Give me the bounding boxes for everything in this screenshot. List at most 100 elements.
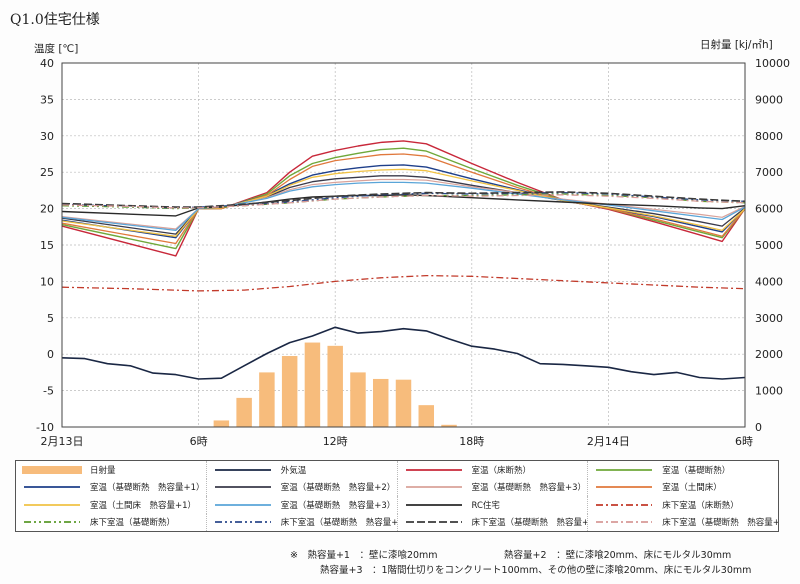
legend-label: 床下室温（基礎断熱） (90, 518, 176, 529)
y-tick-left: 0 (47, 348, 54, 361)
y-tick-right: 0 (755, 421, 762, 434)
legend-label: 室温（土間床） (662, 483, 722, 494)
legend-swatch (596, 468, 653, 471)
y-axis-right-title: 日射量 [kj/㎡h] (700, 38, 773, 51)
y-tick-left: 40 (40, 57, 54, 70)
solar-bar (236, 397, 252, 427)
x-tick-label: 6時 (735, 435, 753, 448)
legend-swatch (596, 503, 653, 506)
legend-label: 室温（基礎断熱 熱容量+3） (280, 500, 396, 511)
legend-swatch (214, 468, 271, 471)
y-tick-left: 15 (40, 239, 54, 252)
legend-swatch (24, 521, 80, 524)
legend-item: 床下室温（床断熱） (588, 496, 778, 514)
legend-label: 床下室温（基礎断熱 熱容量+2） (471, 518, 588, 529)
legend-item: 室温（基礎断熱 熱容量+2） (207, 478, 398, 496)
legend-item: 室温（基礎断熱 熱容量+1） (16, 478, 207, 496)
legend-row: 室温（基礎断熱 熱容量+1） 室温（基礎断熱 熱容量+2） 室温（基礎断熱 熱容量+… (16, 478, 778, 497)
note-line-1: ※ 熱容量+1 ：壁に漆喰20mm 熱容量+2 ：壁に漆喰20mm、床にモルタル… (290, 550, 732, 561)
y-tick-left: 5 (47, 312, 54, 325)
solar-bar (281, 356, 298, 427)
legend-item: 室温（土間床 熱容量+1） (16, 496, 207, 514)
legend-item: 室温（基礎断熱 熱容量+3） (207, 496, 398, 514)
legend-label: 室温（基礎断熱） (662, 465, 731, 476)
legend-row: 日射量 外気温 室温（床断熱） 室温（基礎断熱） (16, 461, 778, 479)
chart-legend: 日射量 外気温 室温（床断熱） 室温（基礎断熱） 室温（基礎断熱 熱容量+1） 室温（基礎… (15, 460, 779, 532)
solar-bar (395, 379, 412, 427)
solar-bar (304, 342, 321, 427)
solar-bar (327, 345, 343, 427)
legend-item: 室温（基礎断熱 熱容量+3） (398, 478, 589, 496)
legend-swatch (24, 486, 80, 489)
notes: ※ 熱容量+1 ：壁に漆喰20mm 熱容量+2 ：壁に漆喰20mm、床にモルタル… (290, 548, 790, 578)
x-tick-label: 2月14日 (587, 435, 630, 448)
plot-frame (61, 62, 746, 428)
solar-bar (418, 405, 435, 427)
legend-swatch (596, 521, 653, 524)
legend-swatch (214, 521, 271, 524)
y-tick-left: 10 (40, 275, 54, 288)
legend-label: 室温（基礎断熱 熱容量+3） (471, 483, 587, 494)
series-line (61, 326, 746, 380)
legend-swatch (596, 486, 653, 489)
legend-label: RC住宅 (471, 500, 500, 511)
y-tick-left: 30 (40, 130, 54, 143)
legend-swatch (214, 486, 271, 489)
legend-item: 床下室温（基礎断熱） (16, 513, 207, 531)
legend-item: 室温（基礎断熱） (588, 461, 778, 479)
legend-item: 床下室温（基礎断熱 熱容量+1） (207, 513, 398, 531)
y-tick-left: 25 (40, 166, 54, 179)
legend-swatch-bar (22, 465, 82, 474)
y-tick-left: 35 (40, 93, 54, 106)
page-title: Q1.0住宅仕様 (10, 12, 100, 28)
legend-label: 室温（基礎断熱 熱容量+1） (90, 483, 205, 494)
y-tick-left: -10 (36, 421, 54, 434)
solar-bar (372, 378, 389, 427)
legend-row: 室温（土間床 熱容量+1） 室温（基礎断熱 熱容量+3） RC住宅 床下室温（床断熱） (16, 496, 778, 514)
y-tick-right: 8000 (755, 130, 783, 143)
legend-swatch (405, 468, 462, 471)
legend-swatch (214, 503, 271, 506)
y-tick-right: 7000 (755, 166, 783, 179)
y-tick-left: 20 (40, 203, 54, 216)
legend-item: RC住宅 (398, 496, 589, 514)
legend-item: 室温（土間床） (588, 479, 778, 497)
x-tick-label: 2月13日 (41, 435, 84, 448)
y-tick-left: -5 (43, 385, 54, 398)
solar-bar (350, 372, 366, 427)
y-axis-left-title: 温度 [℃] (34, 42, 78, 55)
legend-row: 床下室温（基礎断熱） 床下室温（基礎断熱 熱容量+1） 床下室温（基礎断熱 熱容量+… (16, 513, 778, 532)
series-line (61, 191, 746, 208)
legend-item: 床下室温（基礎断熱 熱容量+2） (398, 513, 589, 531)
legend-label: 床下室温（床断熱） (662, 500, 739, 511)
legend-label: 床下室温（基礎断熱 熱容量+1） (280, 518, 397, 529)
legend-swatch (22, 465, 82, 474)
y-tick-right: 2000 (755, 348, 783, 361)
y-tick-right: 5000 (755, 239, 783, 252)
legend-label: 外気温 (280, 465, 307, 476)
x-tick-label: 12時 (323, 435, 348, 448)
legend-label: 室温（土間床 熱容量+1） (90, 500, 197, 511)
legend-item: 床下室温（基礎断熱 熱容量+3） (588, 514, 778, 532)
solar-bar (213, 420, 230, 427)
legend-item: 日射量 (16, 461, 207, 479)
legend-swatch (24, 503, 80, 506)
y-tick-right: 10000 (755, 57, 790, 70)
x-tick-label: 18時 (459, 435, 484, 448)
legend-label: 室温（床断熱） (471, 465, 532, 476)
y-tick-right: 1000 (755, 385, 783, 398)
legend-label: 床下室温（基礎断熱 熱容量+3） (662, 518, 778, 529)
legend-swatch (405, 521, 462, 524)
legend-item: 室温（床断熱） (398, 461, 589, 479)
legend-swatch (405, 486, 462, 489)
y-tick-right: 4000 (755, 275, 783, 288)
series-line (61, 274, 746, 292)
y-tick-right: 3000 (755, 312, 783, 325)
legend-label: 室温（基礎断熱 熱容量+2） (280, 483, 396, 494)
solar-bar (259, 372, 275, 427)
y-tick-right: 6000 (755, 203, 783, 216)
y-tick-right: 9000 (755, 93, 783, 106)
legend-swatch (405, 503, 462, 506)
x-tick-label: 6時 (190, 435, 208, 448)
note-line-2: 熱容量+3 ：1階間仕切りをコンクリート100mm、その他の壁に漆喰20mm、床… (320, 565, 752, 576)
